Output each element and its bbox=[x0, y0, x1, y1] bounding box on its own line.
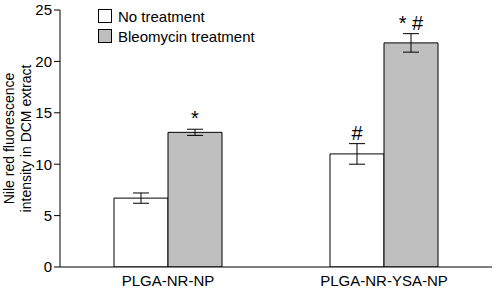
svg-text:15: 15 bbox=[35, 104, 52, 121]
html-text:Bleomycin treatment: Bleomycin treatment bbox=[118, 27, 255, 45]
svg-text:10: 10 bbox=[35, 156, 52, 173]
svg-text:* #: * # bbox=[399, 12, 424, 34]
svg-text:PLGA-NR-NP: PLGA-NR-NP bbox=[122, 272, 215, 289]
svg-text:Nile red fluorescenceintensity: Nile red fluorescenceintensity in DCM ex… bbox=[8, 64, 34, 212]
svg-text:0: 0 bbox=[44, 258, 52, 275]
svg-text:#: # bbox=[351, 122, 363, 144]
html-text:No treatment: No treatment bbox=[118, 7, 205, 25]
svg-text:20: 20 bbox=[35, 53, 52, 70]
svg-text:*: * bbox=[191, 107, 199, 129]
svg-text:PLGA-NR-YSA-NP: PLGA-NR-YSA-NP bbox=[320, 272, 448, 289]
svg-text:25: 25 bbox=[35, 1, 52, 18]
svg-text:5: 5 bbox=[44, 207, 52, 224]
